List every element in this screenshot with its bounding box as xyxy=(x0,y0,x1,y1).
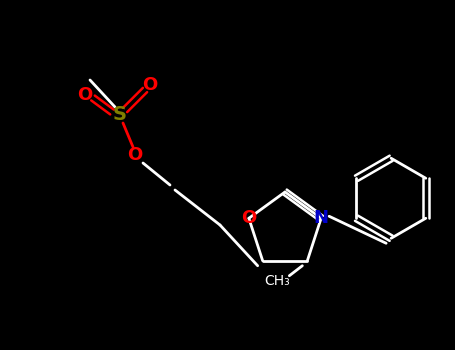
Text: O: O xyxy=(127,146,142,164)
Text: S: S xyxy=(113,105,127,125)
Text: N: N xyxy=(313,209,329,227)
Text: O: O xyxy=(142,76,157,94)
Text: O: O xyxy=(77,86,93,104)
Text: O: O xyxy=(241,209,257,227)
Text: CH₃: CH₃ xyxy=(264,274,290,288)
